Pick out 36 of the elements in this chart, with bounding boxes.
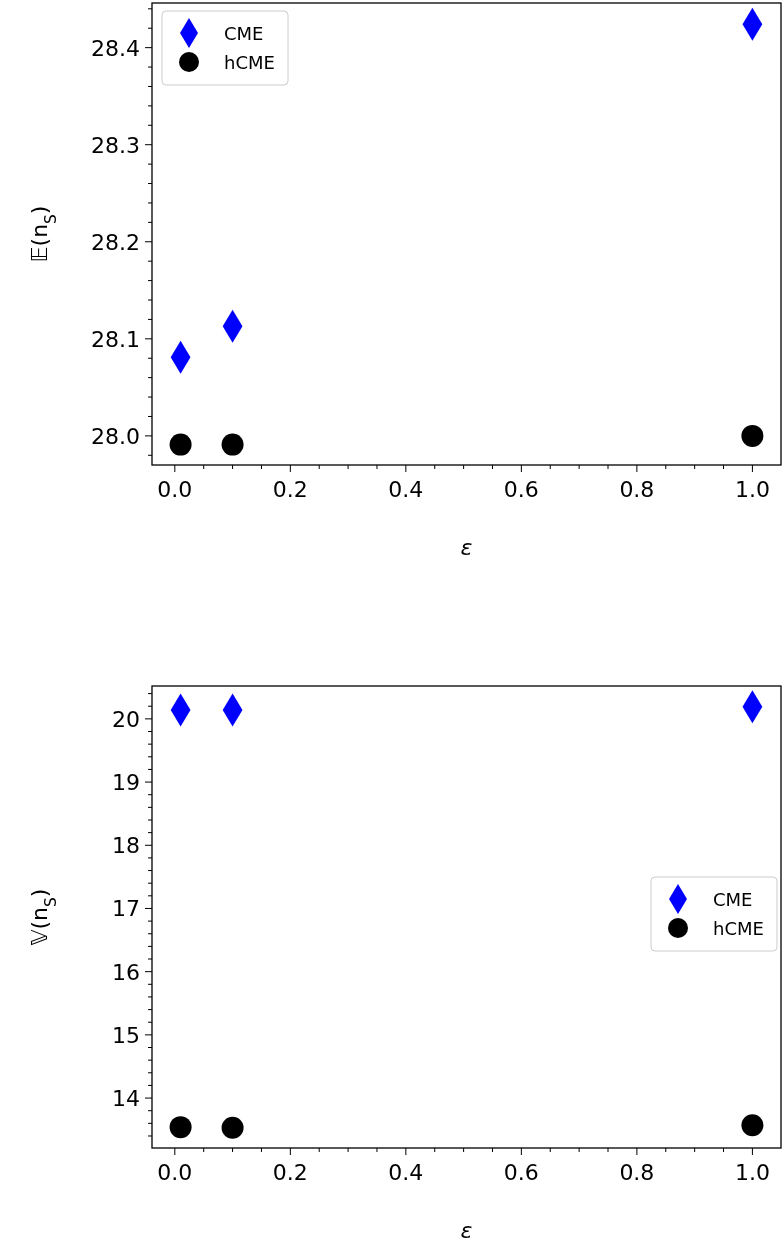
y-tick-label: 28.2: [91, 229, 140, 255]
legend-label: CME: [224, 23, 264, 44]
x-tick-label: 0.4: [388, 1160, 424, 1185]
y-tick-label: 14: [112, 1086, 140, 1112]
x-axis-title: ε: [460, 1218, 473, 1243]
point: [169, 433, 192, 456]
legend-label: hCME: [713, 918, 764, 939]
y-tick-label: 15: [112, 1022, 140, 1048]
x-tick-label: 0.8: [619, 477, 655, 502]
x-tick-label: 0.4: [388, 477, 424, 502]
y-tick-label: 20: [112, 706, 140, 732]
point: [221, 1116, 244, 1139]
y-tick-label: 28.4: [91, 35, 140, 61]
y-tick-label: 16: [112, 959, 140, 985]
x-tick-label: 1.0: [734, 477, 770, 502]
legend-label: CME: [713, 889, 753, 910]
y-tick-label: 17: [112, 896, 140, 922]
point: [741, 1114, 764, 1137]
point: [741, 424, 764, 447]
x-tick-label: 0.2: [272, 477, 308, 502]
x-tick-label: 0.0: [157, 477, 193, 502]
x-axis-title: ε: [460, 535, 473, 560]
y-tick-label: 28.0: [91, 423, 140, 449]
x-tick-label: 1.0: [734, 1160, 770, 1185]
x-tick-label: 0.6: [503, 1160, 539, 1185]
x-tick-label: 0.0: [157, 1160, 193, 1185]
legend-label: hCME: [224, 52, 275, 73]
x-tick-label: 0.6: [503, 477, 539, 502]
y-tick-label: 19: [112, 770, 140, 796]
y-tick-label: 28.3: [91, 132, 140, 158]
y-tick-label: 18: [112, 833, 140, 859]
y-tick-label: 28.1: [91, 326, 140, 352]
x-tick-label: 0.2: [272, 1160, 308, 1185]
x-tick-label: 0.8: [619, 1160, 655, 1185]
point: [169, 1116, 192, 1139]
point: [221, 433, 244, 456]
